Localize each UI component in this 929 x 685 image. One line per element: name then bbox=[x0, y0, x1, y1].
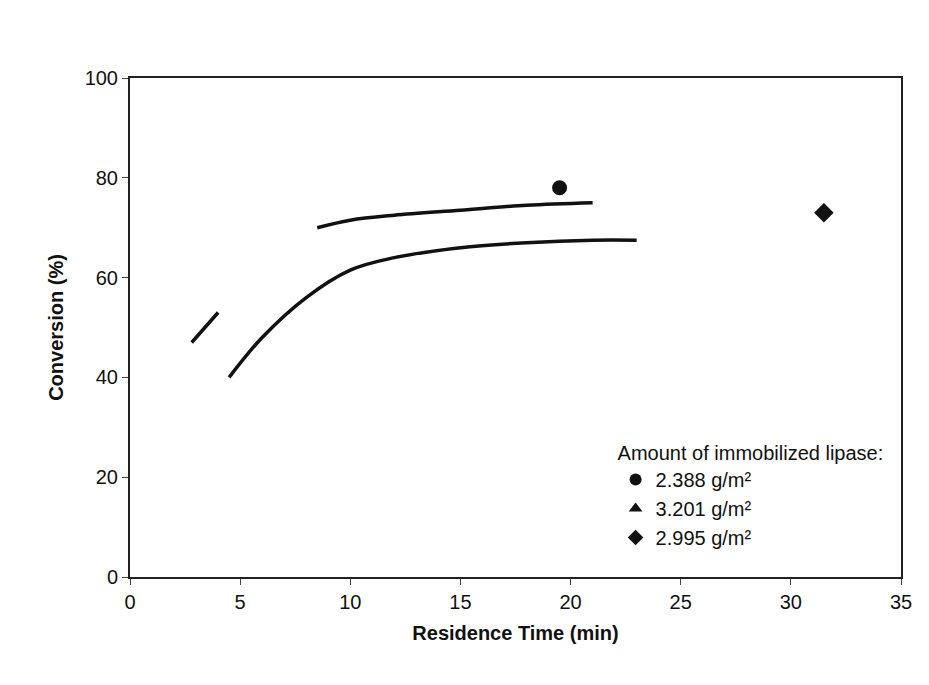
svg-text:2.388 g/m²: 2.388 g/m² bbox=[656, 469, 752, 491]
svg-text:Conversion (%): Conversion (%) bbox=[45, 254, 67, 401]
svg-text:Amount of immobilized lipase:: Amount of immobilized lipase: bbox=[618, 442, 884, 464]
svg-text:15: 15 bbox=[449, 591, 471, 613]
svg-text:20: 20 bbox=[96, 466, 118, 488]
svg-text:2.995 g/m²: 2.995 g/m² bbox=[656, 527, 752, 549]
svg-text:40: 40 bbox=[96, 366, 118, 388]
svg-text:60: 60 bbox=[96, 267, 118, 289]
svg-text:20: 20 bbox=[559, 591, 581, 613]
svg-text:3.201 g/m²: 3.201 g/m² bbox=[656, 498, 752, 520]
svg-text:5: 5 bbox=[235, 591, 246, 613]
svg-text:0: 0 bbox=[107, 566, 118, 588]
svg-text:Residence Time (min): Residence Time (min) bbox=[412, 622, 618, 644]
svg-text:25: 25 bbox=[670, 591, 692, 613]
svg-text:100: 100 bbox=[85, 67, 118, 89]
svg-text:10: 10 bbox=[339, 591, 361, 613]
svg-text:0: 0 bbox=[124, 591, 135, 613]
svg-text:80: 80 bbox=[96, 167, 118, 189]
svg-text:30: 30 bbox=[780, 591, 802, 613]
svg-text:35: 35 bbox=[890, 591, 912, 613]
